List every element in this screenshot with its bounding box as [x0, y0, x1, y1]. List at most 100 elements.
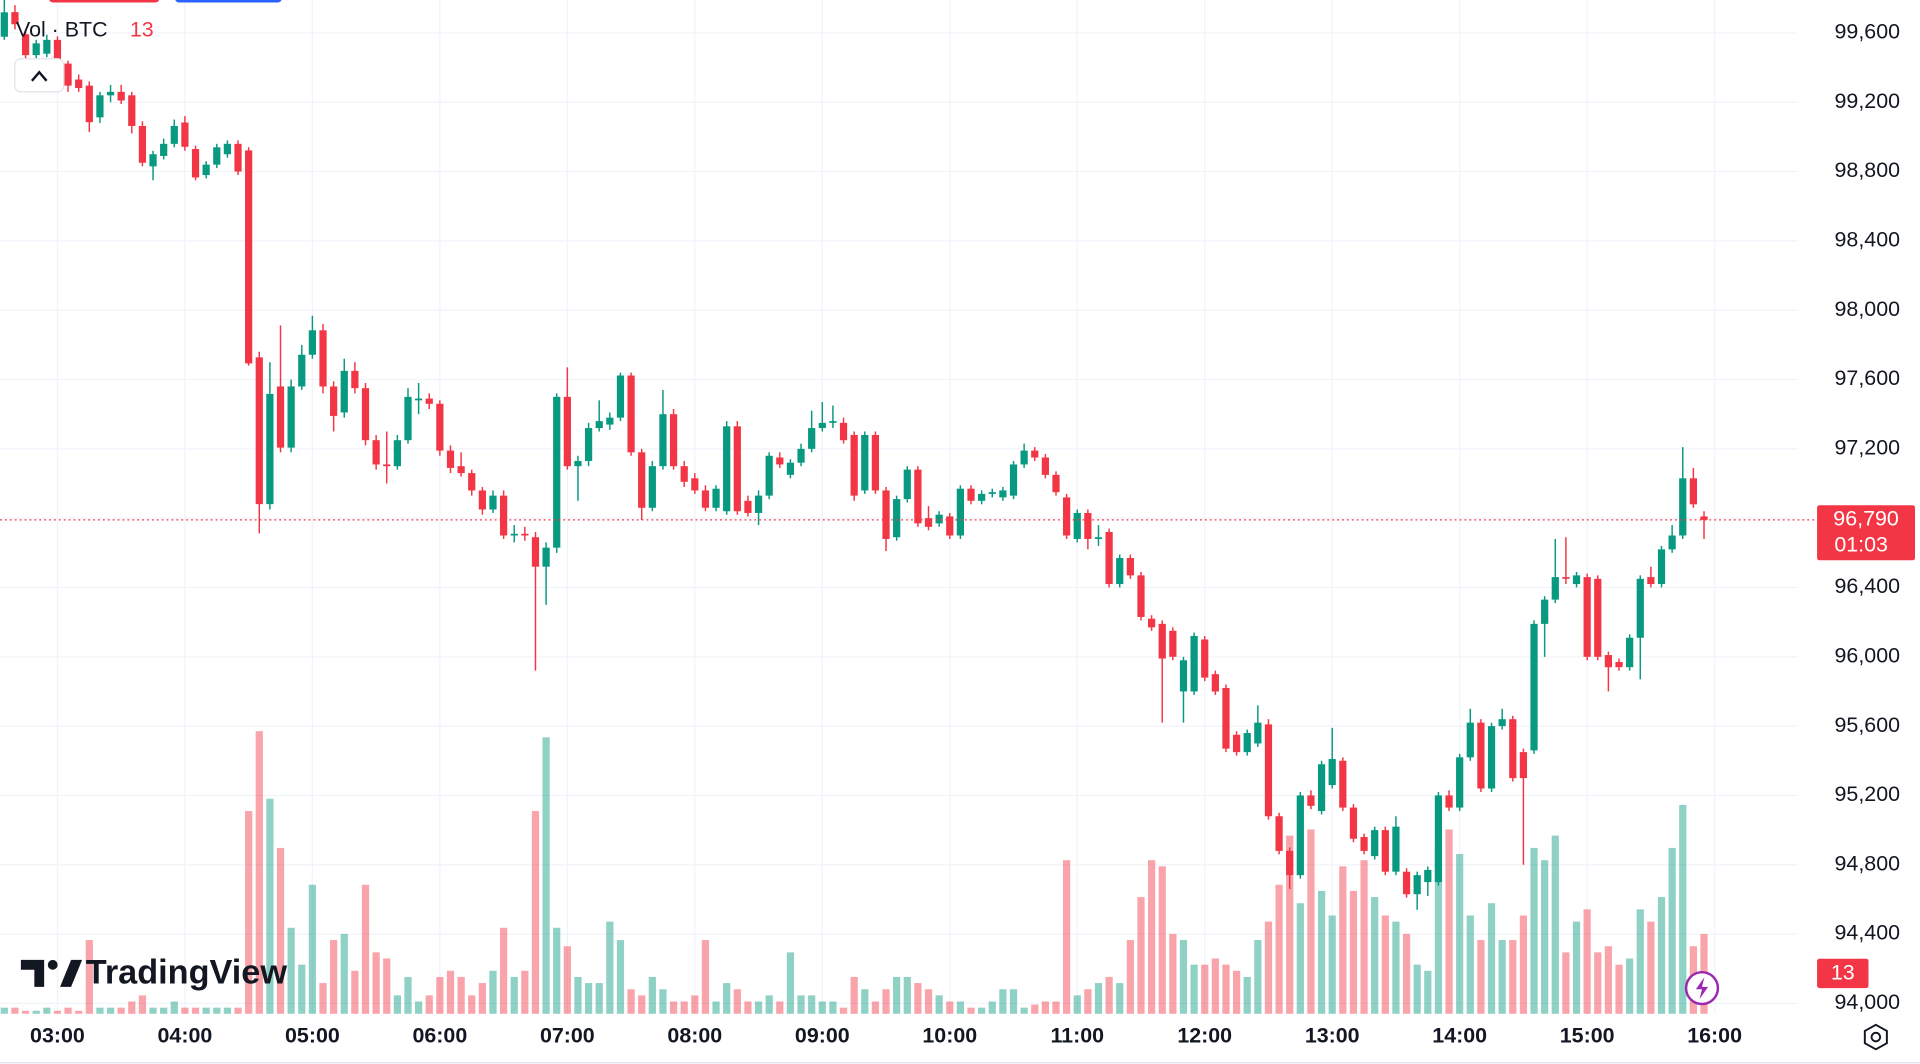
- volume-bar: [776, 1001, 784, 1014]
- settings-button[interactable]: [1863, 1023, 1888, 1051]
- volume-bar: [754, 1001, 763, 1014]
- candle-body: [361, 388, 370, 441]
- candle-body: [1519, 752, 1528, 779]
- volume-bar: [276, 847, 285, 1014]
- volume-bar: [499, 927, 508, 1014]
- volume-bar: [1116, 983, 1124, 1014]
- volume-bar: [340, 933, 348, 1014]
- volume-bar: [1211, 958, 1219, 1014]
- candle-body: [584, 428, 593, 461]
- candle-body: [319, 330, 327, 387]
- settings-icon: [1863, 1023, 1888, 1051]
- candle-body: [988, 492, 996, 494]
- volume-bar: [1530, 847, 1538, 1014]
- candle-body: [1264, 724, 1273, 817]
- candle-body: [53, 39, 62, 61]
- candle-body: [1424, 869, 1432, 883]
- candle-body: [1307, 795, 1315, 806]
- last-price-label: 96,790: [1833, 507, 1899, 531]
- candle-body: [1636, 578, 1644, 638]
- volume-bar: [680, 1001, 688, 1014]
- candle-body: [754, 495, 763, 513]
- candle-body: [276, 386, 285, 448]
- volume-bar: [1073, 995, 1081, 1014]
- volume-bar: [75, 1010, 83, 1014]
- candle-body: [648, 466, 656, 508]
- volume-bar: [1232, 970, 1241, 1014]
- candle-body: [1615, 662, 1623, 668]
- candle-body: [1063, 497, 1071, 536]
- collapse-button[interactable]: [14, 58, 65, 93]
- volume-bar: [11, 1007, 19, 1014]
- volume-bar: [1328, 915, 1336, 1014]
- volume-bar: [1392, 921, 1400, 1014]
- candle-body: [1657, 549, 1666, 585]
- candle-body: [446, 450, 455, 468]
- candle-body: [393, 440, 401, 467]
- candle-body: [744, 500, 752, 513]
- y-tick-label: 96,400: [1835, 574, 1901, 598]
- volume-bar: [1052, 1001, 1060, 1014]
- candle-body: [170, 125, 178, 144]
- volume-bar: [521, 970, 529, 1014]
- candle-body: [1317, 764, 1326, 812]
- candle-body: [1339, 760, 1347, 808]
- volume-bar: [1572, 921, 1581, 1014]
- candle-body: [680, 466, 688, 482]
- volume-bar: [606, 921, 614, 1014]
- volume-bar: [234, 1007, 242, 1014]
- y-tick-label: 98,000: [1835, 297, 1901, 321]
- volume-bar: [1668, 847, 1676, 1014]
- candle-body: [255, 357, 263, 505]
- volume-bar: [1339, 866, 1347, 1014]
- volume-bar: [723, 983, 731, 1014]
- candle-body: [234, 143, 242, 172]
- candle-body: [436, 403, 444, 451]
- volume-bar: [1360, 860, 1368, 1014]
- candle-body: [1201, 639, 1209, 678]
- volume-bar: [117, 1007, 125, 1014]
- volume-bar: [1402, 933, 1411, 1014]
- candle-body: [1190, 636, 1198, 692]
- candle-body: [733, 426, 741, 512]
- volume-bar: [861, 989, 869, 1014]
- toolbar-button[interactable]: [175, 0, 282, 3]
- volume-bar: [457, 976, 465, 1014]
- candle-body: [308, 330, 317, 355]
- candle-body: [1243, 733, 1251, 753]
- volume-bar: [924, 989, 933, 1014]
- candle-body: [882, 490, 890, 539]
- candle-body: [1094, 537, 1103, 539]
- volume-bar: [616, 940, 625, 1014]
- volume-bar: [393, 995, 401, 1014]
- candle-body: [21, 34, 30, 56]
- candle-body: [1222, 687, 1230, 749]
- candle-body: [914, 469, 922, 524]
- y-tick-label: 97,200: [1835, 436, 1901, 460]
- assistant-button[interactable]: [1684, 970, 1720, 1006]
- candle-body: [298, 354, 306, 387]
- x-tick-label: 09:00: [795, 1024, 850, 1048]
- y-tick-label: 94,400: [1835, 921, 1901, 945]
- y-tick-label: 95,600: [1835, 713, 1901, 737]
- toolbar-button[interactable]: [49, 0, 160, 3]
- candle-body: [776, 457, 784, 465]
- volume-layer: [0, 731, 1708, 1014]
- volume-bar: [1169, 933, 1177, 1014]
- candle-body: [1392, 826, 1400, 872]
- volume-bar: [1275, 884, 1283, 1014]
- candle-body: [924, 518, 933, 527]
- volume-bar: [988, 1001, 996, 1014]
- volume-bar: [765, 995, 773, 1014]
- last-price-tag: [1817, 505, 1916, 561]
- volume-bar: [946, 1001, 954, 1014]
- candle-body: [1700, 516, 1708, 520]
- candle-body: [1169, 630, 1177, 657]
- volume-bar: [330, 940, 338, 1014]
- volume-bar: [1679, 804, 1687, 1014]
- candle-body: [861, 434, 869, 491]
- candle-body: [786, 462, 795, 475]
- volume-bar: [298, 964, 306, 1014]
- volume-bar: [1456, 854, 1464, 1014]
- candle-body: [1477, 722, 1485, 789]
